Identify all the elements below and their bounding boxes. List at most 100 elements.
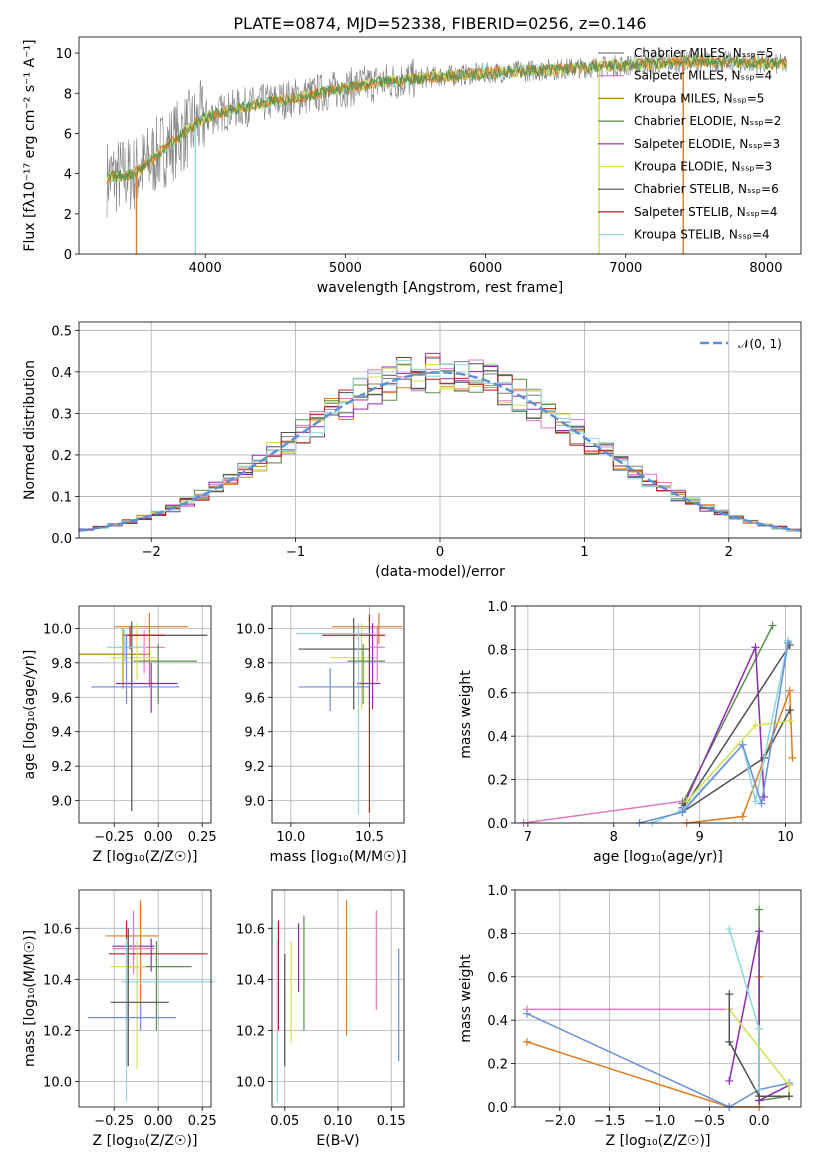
x-tick-label: 0.05	[270, 1114, 299, 1129]
weight-marker	[785, 1092, 794, 1101]
x-tick-label: 2	[725, 545, 733, 560]
x-axis-label: wavelength [Angstrom, rest frame]	[317, 280, 563, 296]
weight-marker	[785, 717, 794, 726]
x-tick-label: −2.0	[544, 1114, 576, 1129]
y-tick-label: 10.2	[236, 1024, 265, 1039]
y-tick-label: 9.6	[51, 691, 72, 706]
y-tick-label: 0.6	[487, 687, 508, 702]
weight-marker	[725, 990, 734, 999]
y-tick-label: 9.8	[51, 657, 72, 672]
normal-curve	[79, 371, 801, 532]
x-axis-label: Z [log₁₀(Z/Z☉)]	[93, 1133, 198, 1149]
weight-marker	[757, 799, 766, 808]
y-tick-label: 10.0	[43, 622, 72, 637]
axes-frame	[78, 321, 802, 539]
weight-marker	[682, 797, 691, 806]
x-tick-label: 0.0	[749, 1114, 770, 1129]
y-tick-label: 9.0	[51, 795, 72, 810]
y-tick-label: 10.6	[43, 922, 72, 937]
y-tick-label: 8	[64, 87, 72, 102]
y-tick-label: 10.6	[236, 922, 265, 937]
y-tick-label: 9.8	[244, 657, 265, 672]
x-tick-label: −0.25	[94, 830, 134, 845]
x-tick-label: 4000	[189, 261, 222, 276]
legend-label: Kroupa ELODIE, Nₛₛₚ=3	[634, 160, 772, 174]
x-tick-label: 8000	[749, 261, 782, 276]
y-axis-label: age [log₁₀(age/yr)]	[22, 650, 38, 780]
legend-label: Kroupa STELIB, Nₛₛₚ=4	[634, 228, 770, 242]
legend-label: Salpeter MILES, Nₛₛₚ=4	[634, 69, 772, 83]
x-tick-label: 0.00	[144, 830, 173, 845]
y-tick-label: 4	[64, 168, 72, 183]
axes-frame	[78, 605, 212, 824]
weight-line	[523, 800, 683, 824]
x-axis-label: E(B-V)	[316, 1133, 359, 1149]
x-tick-label: −0.5	[694, 1114, 726, 1129]
y-tick-label: 0.3	[51, 407, 72, 422]
legend-label: Kroupa MILES, Nₛₛₚ=5	[634, 91, 764, 105]
legend-label: Salpeter ELODIE, Nₛₛₚ=3	[634, 137, 780, 151]
x-tick-label: 7000	[609, 261, 642, 276]
y-tick-label: 10.0	[43, 1075, 72, 1090]
y-tick-label: 0.4	[487, 730, 508, 745]
y-tick-label: 10.2	[43, 1024, 72, 1039]
y-tick-label: 10	[55, 47, 72, 62]
y-tick-label: 0.2	[51, 449, 72, 464]
weight-marker	[768, 621, 777, 630]
x-tick-label: 6000	[469, 261, 502, 276]
y-tick-label: 0.5	[51, 324, 72, 339]
axes-frame	[514, 605, 802, 824]
weight-marker	[678, 808, 687, 817]
x-tick-label: 0.10	[324, 1114, 353, 1129]
x-tick-label: −1	[286, 545, 305, 560]
y-tick-label: 9.2	[244, 760, 265, 775]
y-tick-label: 10.4	[236, 973, 265, 988]
y-tick-label: 0.0	[487, 817, 508, 832]
y-tick-label: 9.4	[51, 726, 72, 741]
weight-line	[526, 1013, 790, 1108]
x-tick-label: 9	[696, 830, 704, 845]
y-tick-label: 9.0	[244, 795, 265, 810]
y-axis-label: mass weight	[458, 954, 474, 1043]
x-tick-label: 0.25	[188, 830, 217, 845]
weight-marker	[755, 1085, 764, 1094]
axes-frame	[78, 36, 802, 255]
x-tick-label: 7	[524, 830, 532, 845]
weight-marker	[751, 721, 760, 730]
x-axis-label: Z [log₁₀(Z/Z☉)]	[93, 849, 198, 865]
weight-marker	[785, 706, 794, 715]
x-tick-label: 5000	[329, 261, 362, 276]
weight-line	[758, 909, 790, 1102]
x-tick-label: 10.5	[355, 830, 384, 845]
weight-marker	[738, 740, 747, 749]
y-tick-label: 10.0	[236, 1075, 265, 1090]
weight-line	[639, 642, 789, 824]
y-tick-label: 0.8	[487, 927, 508, 942]
y-tick-label: 9.2	[51, 760, 72, 775]
y-tick-label: 0.8	[487, 643, 508, 658]
y-axis-label: Flux [fλ10⁻¹⁷ erg cm⁻² s⁻¹ A⁻¹]	[22, 39, 38, 251]
x-axis-label: age [log₁₀(age/yr)]	[593, 849, 723, 865]
y-tick-label: 6	[64, 127, 72, 142]
x-tick-label: 0.15	[377, 1114, 406, 1129]
x-axis-label: Z [log₁₀(Z/Z☉)]	[606, 1133, 711, 1149]
histogram-plot	[79, 352, 801, 533]
y-tick-label: 0.6	[487, 971, 508, 986]
model-spectrum	[106, 54, 788, 183]
x-tick-label: 10.0	[276, 830, 305, 845]
x-axis-label: mass [log₁₀(M/M☉)]	[269, 849, 406, 865]
x-tick-label: −2	[142, 545, 161, 560]
y-tick-label: 0.2	[487, 1058, 508, 1073]
x-tick-label: 8	[610, 830, 618, 845]
weight-marker	[522, 1009, 531, 1018]
weight-marker	[725, 1037, 734, 1046]
y-tick-label: 1.0	[487, 884, 508, 899]
x-tick-label: 10	[777, 830, 794, 845]
weight-marker	[760, 792, 769, 801]
y-tick-label: 1.0	[487, 600, 508, 615]
weight-marker	[784, 638, 793, 647]
x-tick-label: 0.25	[188, 1114, 217, 1129]
x-axis-label: (data-model)/error	[375, 564, 505, 580]
axes-frame	[514, 889, 802, 1108]
